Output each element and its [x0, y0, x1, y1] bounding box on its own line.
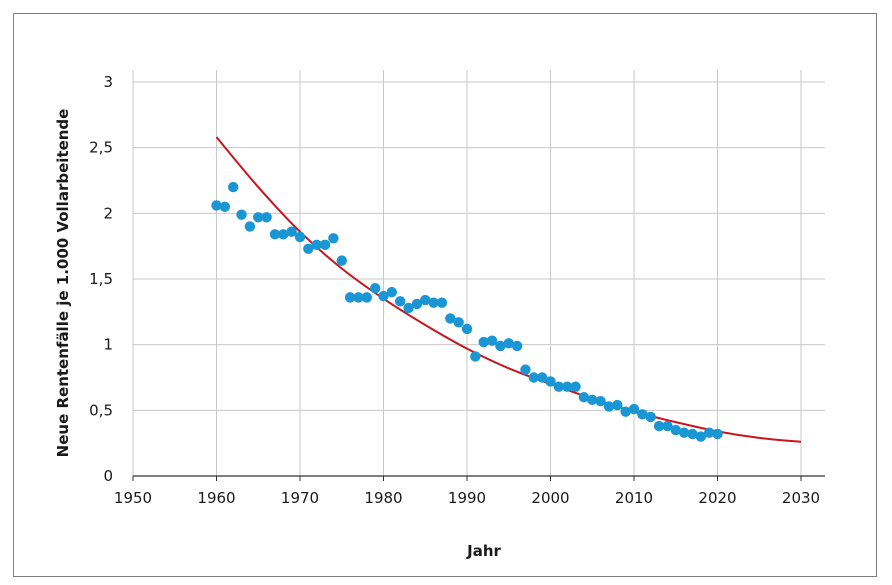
y-axis-title: Neue Rentenfälle je 1.000 Vollarbeitende	[54, 109, 72, 458]
data-point	[470, 351, 481, 362]
data-point	[461, 323, 473, 335]
data-point	[253, 212, 264, 223]
data-point	[587, 394, 598, 406]
data-point	[361, 292, 372, 303]
y-tick-label: 1	[103, 336, 113, 354]
data-point	[269, 229, 281, 240]
data-point	[545, 376, 556, 387]
data-point	[336, 255, 347, 266]
data-point	[395, 296, 406, 307]
x-axis-title: Jahr	[466, 542, 501, 560]
data-point	[570, 381, 581, 392]
data-point	[520, 364, 531, 375]
data-point	[562, 381, 573, 392]
chart-frame	[13, 13, 877, 577]
data-point	[503, 338, 514, 349]
data-point	[478, 336, 489, 348]
x-tick-label: 1980	[364, 489, 402, 507]
x-tick-label: 1970	[281, 489, 319, 507]
data-point	[536, 372, 548, 383]
y-axis-ticks: 0 0,5 1 1,5 2 2,5 3	[89, 73, 113, 485]
data-point	[386, 286, 398, 298]
data-point	[378, 290, 389, 302]
data-point	[236, 209, 247, 220]
data-point	[353, 292, 364, 303]
y-tick-label: 1,5	[89, 270, 113, 288]
data-point	[311, 239, 322, 251]
data-points	[211, 181, 723, 442]
data-point	[712, 428, 723, 440]
data-point	[411, 298, 423, 310]
y-tick-label: 2	[103, 204, 113, 222]
data-point	[428, 297, 439, 308]
data-point	[687, 428, 698, 440]
data-point	[612, 399, 623, 411]
data-point	[445, 313, 456, 324]
data-point	[637, 409, 648, 420]
data-point	[344, 292, 356, 303]
data-point	[511, 340, 523, 352]
data-point	[578, 392, 590, 403]
data-point	[294, 231, 306, 243]
x-axis-ticks: 1950 1960 1970 1980 1990 2000 2010 2020 2030	[114, 476, 820, 507]
data-point	[211, 200, 222, 211]
data-point	[286, 226, 297, 237]
data-point	[528, 372, 539, 383]
data-point	[219, 201, 231, 212]
data-point	[453, 317, 464, 328]
data-point	[328, 233, 339, 244]
data-point	[319, 239, 331, 251]
x-tick-label: 1960	[197, 489, 235, 507]
x-tick-label: 2010	[615, 489, 653, 507]
data-point	[369, 282, 381, 294]
data-point	[486, 335, 498, 346]
data-point	[595, 395, 606, 407]
data-point	[620, 406, 631, 417]
data-point	[695, 431, 706, 442]
data-point	[495, 340, 506, 352]
data-point	[662, 420, 673, 432]
data-point	[261, 212, 272, 223]
y-tick-label: 3	[103, 73, 113, 91]
data-point	[420, 294, 431, 306]
data-point	[628, 403, 640, 415]
data-point	[228, 181, 239, 193]
data-point	[244, 221, 256, 232]
x-tick-label: 1950	[114, 489, 152, 507]
data-point	[603, 401, 615, 412]
data-point	[436, 297, 448, 308]
x-tick-label: 2000	[531, 489, 569, 507]
y-tick-label: 0,5	[89, 401, 113, 419]
data-point	[303, 243, 314, 254]
data-point	[403, 302, 414, 314]
y-tick-label: 2,5	[89, 139, 113, 157]
data-point	[278, 229, 289, 240]
data-point	[653, 420, 665, 432]
data-point	[670, 424, 681, 436]
x-tick-label: 1990	[448, 489, 486, 507]
data-point	[703, 427, 715, 438]
data-point	[678, 427, 690, 438]
data-point	[553, 381, 565, 392]
y-tick-label: 0	[103, 467, 113, 485]
data-point	[645, 411, 656, 423]
trend-line	[215, 136, 802, 443]
x-tick-label: 2020	[698, 489, 736, 507]
x-tick-label: 2030	[782, 489, 820, 507]
gridlines	[132, 70, 825, 476]
